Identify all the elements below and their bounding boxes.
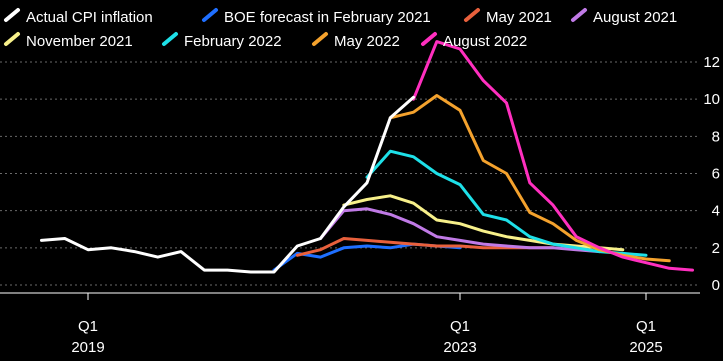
legend-swatch xyxy=(4,8,20,22)
series-line xyxy=(40,95,415,274)
y-tick-label: 2 xyxy=(712,240,720,257)
y-tick-label: 12 xyxy=(703,54,720,71)
legend-label: November 2021 xyxy=(26,33,133,50)
x-tick-year-label: 2025 xyxy=(629,339,662,356)
legend-item: Actual CPI inflation xyxy=(4,8,153,26)
y-tick-label: 10 xyxy=(703,91,720,108)
legend-swatch xyxy=(571,8,587,22)
legend-item: February 2022 xyxy=(162,32,282,50)
x-tick-quarter-label: Q1 xyxy=(78,318,98,335)
legend-label: BOE forecast in February 2021 xyxy=(224,9,431,26)
legend-swatch xyxy=(421,32,437,46)
legend-swatch xyxy=(464,8,480,22)
x-tick-year-label: 2019 xyxy=(71,339,104,356)
legend-item: BOE forecast in February 2021 xyxy=(202,8,431,26)
series-line xyxy=(412,40,694,272)
legend-label: May 2021 xyxy=(486,9,552,26)
series-lines xyxy=(40,40,694,274)
series-line xyxy=(319,207,601,254)
legend-label: August 2022 xyxy=(443,33,527,50)
y-tick-label: 4 xyxy=(712,203,720,220)
legend-item: August 2021 xyxy=(571,8,677,26)
axes: 0 2 4 6 8 10 12 Q1 2019 Q1 2023 Q1 2025 xyxy=(0,54,720,356)
legend-label: August 2021 xyxy=(593,9,677,26)
series-line xyxy=(388,94,671,263)
x-tick-quarter-label: Q1 xyxy=(636,318,656,335)
legend-item: November 2021 xyxy=(4,32,133,50)
legend-label: Actual CPI inflation xyxy=(26,9,153,26)
legend-swatch xyxy=(312,32,328,46)
legend: Actual CPI inflation BOE forecast in Febr… xyxy=(4,8,677,50)
legend-label: May 2022 xyxy=(334,33,400,50)
series-line xyxy=(365,149,648,257)
y-tick-label: 6 xyxy=(712,166,720,183)
legend-swatch xyxy=(162,32,178,46)
y-tick-label: 8 xyxy=(712,128,720,145)
legend-item: May 2021 xyxy=(464,8,552,26)
legend-item: August 2022 xyxy=(421,32,527,50)
legend-label: February 2022 xyxy=(184,33,282,50)
series-line xyxy=(342,194,625,252)
legend-item: May 2022 xyxy=(312,32,400,50)
legend-swatch xyxy=(4,32,20,46)
legend-swatch xyxy=(202,8,218,22)
x-tick-quarter-label: Q1 xyxy=(450,318,470,335)
x-tick-year-label: 2023 xyxy=(443,339,476,356)
y-tick-label: 0 xyxy=(712,277,720,294)
